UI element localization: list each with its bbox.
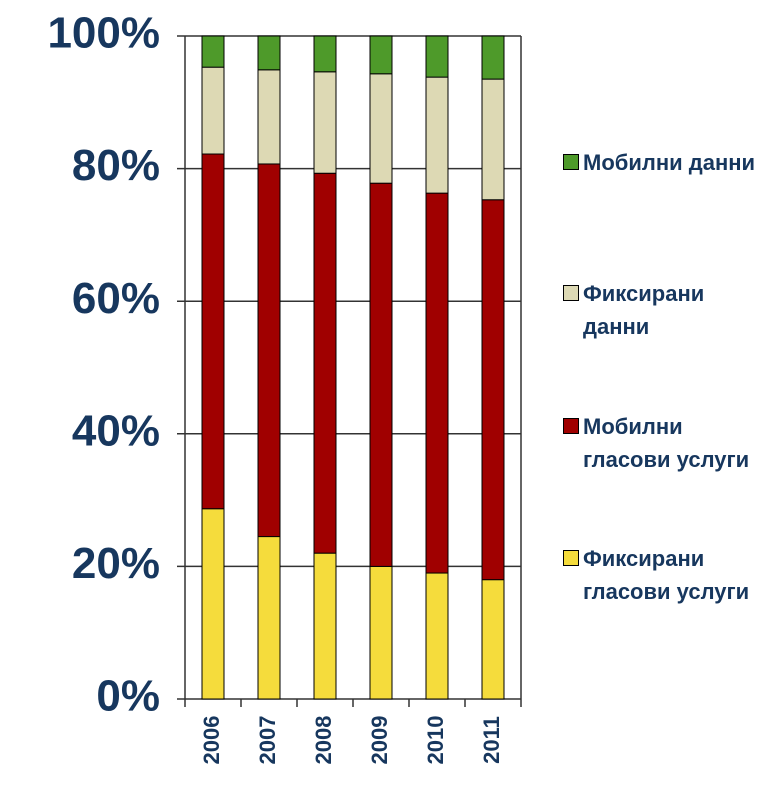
bar-segment [481, 78, 505, 201]
bar-segment [481, 35, 505, 80]
legend-label: Фиксирани гласови услуги [583, 546, 750, 604]
legend-label: Фиксирани данни [583, 281, 705, 339]
legend-swatch [563, 154, 579, 170]
legend-swatch [563, 285, 579, 301]
y-tick-label: 60% [72, 274, 160, 323]
bar-segment [201, 153, 225, 510]
bar-segment [425, 192, 449, 574]
bar-segment [369, 73, 393, 184]
bar-segment [257, 69, 281, 165]
x-tick-label: 2011 [479, 716, 504, 764]
legend-swatch [563, 418, 579, 434]
bar-segment [481, 579, 505, 700]
bar-segment [313, 35, 337, 73]
bar-segment [257, 163, 281, 538]
bar-segment [369, 35, 393, 75]
legend-label: Мобилни гласови услуги [583, 414, 750, 472]
bar-segment [313, 172, 337, 554]
bar-segment [201, 508, 225, 700]
bar-segment [425, 35, 449, 78]
x-tick-label: 2010 [423, 716, 448, 765]
bar-segment [481, 199, 505, 581]
y-tick-label: 0% [96, 672, 160, 721]
y-tick-label: 40% [72, 406, 160, 455]
bar-segment [369, 182, 393, 567]
bar-segment [369, 565, 393, 700]
x-tick-label: 2008 [311, 716, 336, 765]
bar-segment [257, 35, 281, 71]
y-tick-label: 100% [47, 9, 160, 58]
legend-label: Мобилни данни [583, 150, 756, 175]
bar-segment [425, 76, 449, 194]
bar-segment [201, 35, 225, 68]
bar-segment [313, 71, 337, 174]
bar-segment [257, 536, 281, 700]
x-tick-label: 2006 [199, 716, 224, 765]
legend-swatch [563, 550, 579, 566]
bar-segment [313, 552, 337, 700]
x-tick-label: 2007 [255, 716, 280, 765]
y-tick-label: 80% [72, 141, 160, 190]
y-tick-label: 20% [72, 539, 160, 588]
x-tick-label: 2009 [367, 716, 392, 765]
bar-segment [425, 572, 449, 700]
bar-segment [201, 66, 225, 155]
